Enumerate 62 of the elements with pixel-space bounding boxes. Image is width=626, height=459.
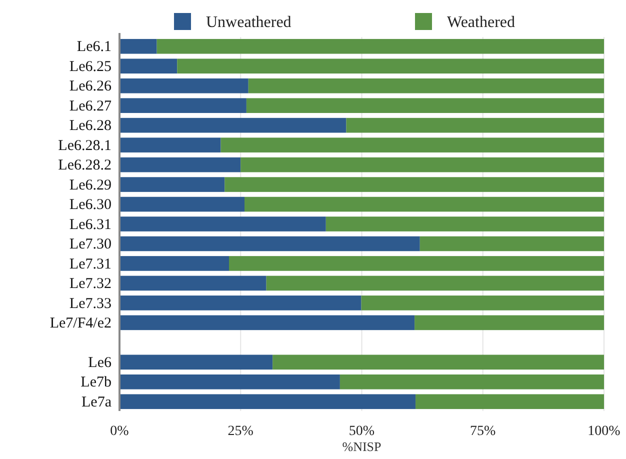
bar xyxy=(120,196,244,212)
legend-label: Weathered xyxy=(447,14,515,31)
y-tick-label: Le6.29 xyxy=(69,177,112,194)
bar xyxy=(156,38,604,54)
bar xyxy=(120,38,157,54)
bar xyxy=(266,276,604,291)
bar xyxy=(346,118,604,133)
bar xyxy=(326,216,604,232)
bar xyxy=(340,374,604,390)
legend-label: Unweathered xyxy=(206,14,292,31)
bar xyxy=(120,177,225,192)
bar xyxy=(420,236,604,252)
bar xyxy=(248,78,604,94)
bar xyxy=(120,216,326,232)
bar xyxy=(120,78,248,94)
bar xyxy=(177,58,604,74)
bar xyxy=(120,118,346,133)
y-tick-label: Le6.1 xyxy=(76,39,112,56)
bar xyxy=(240,157,604,172)
y-tick-label: Le6.27 xyxy=(69,98,112,114)
x-tick-label: 100% xyxy=(588,424,621,439)
y-tick-label: Le7.32 xyxy=(69,276,112,292)
bar xyxy=(246,98,604,113)
y-tick-label: Le7.31 xyxy=(69,256,112,272)
y-tick-label: Le7.33 xyxy=(69,296,112,312)
bar xyxy=(416,394,604,410)
bar xyxy=(220,138,604,152)
y-tick-label: Le6.28.2 xyxy=(58,158,112,174)
bar xyxy=(120,374,340,390)
bar xyxy=(272,354,604,370)
y-tick-label: Le6.30 xyxy=(69,197,112,214)
y-tick-label: Le6.25 xyxy=(69,58,112,75)
bar xyxy=(120,256,229,271)
x-tick-label: 50% xyxy=(348,424,375,439)
bar xyxy=(120,58,178,74)
bar xyxy=(361,296,604,310)
y-tick-label: Le6 xyxy=(88,354,112,371)
bar xyxy=(120,394,416,410)
x-tick-label: 25% xyxy=(228,424,254,439)
y-tick-label: Le6.28 xyxy=(69,118,112,134)
bar xyxy=(120,138,221,152)
bar xyxy=(120,98,246,113)
x-axis-title: %NISP xyxy=(342,439,382,454)
y-tick-label: Le6.31 xyxy=(69,216,112,233)
bar xyxy=(120,157,241,172)
bar xyxy=(120,296,362,310)
bar xyxy=(120,236,420,252)
y-tick-label: Le7a xyxy=(82,394,112,410)
bar xyxy=(244,196,604,212)
bar xyxy=(120,354,273,370)
x-tick-label: 75% xyxy=(470,424,496,439)
bar xyxy=(120,315,415,330)
y-tick-label: Le7/F4/e2 xyxy=(50,315,112,332)
bar xyxy=(414,315,604,330)
y-tick-label: Le7b xyxy=(80,374,112,391)
y-tick-label: Le6.28.1 xyxy=(58,138,112,154)
bar xyxy=(224,177,604,192)
bar xyxy=(228,256,604,271)
bar xyxy=(120,276,266,291)
x-tick-label: 0% xyxy=(110,424,130,439)
y-tick-label: Le6.26 xyxy=(69,78,112,95)
y-tick-label: Le7.30 xyxy=(69,236,112,253)
